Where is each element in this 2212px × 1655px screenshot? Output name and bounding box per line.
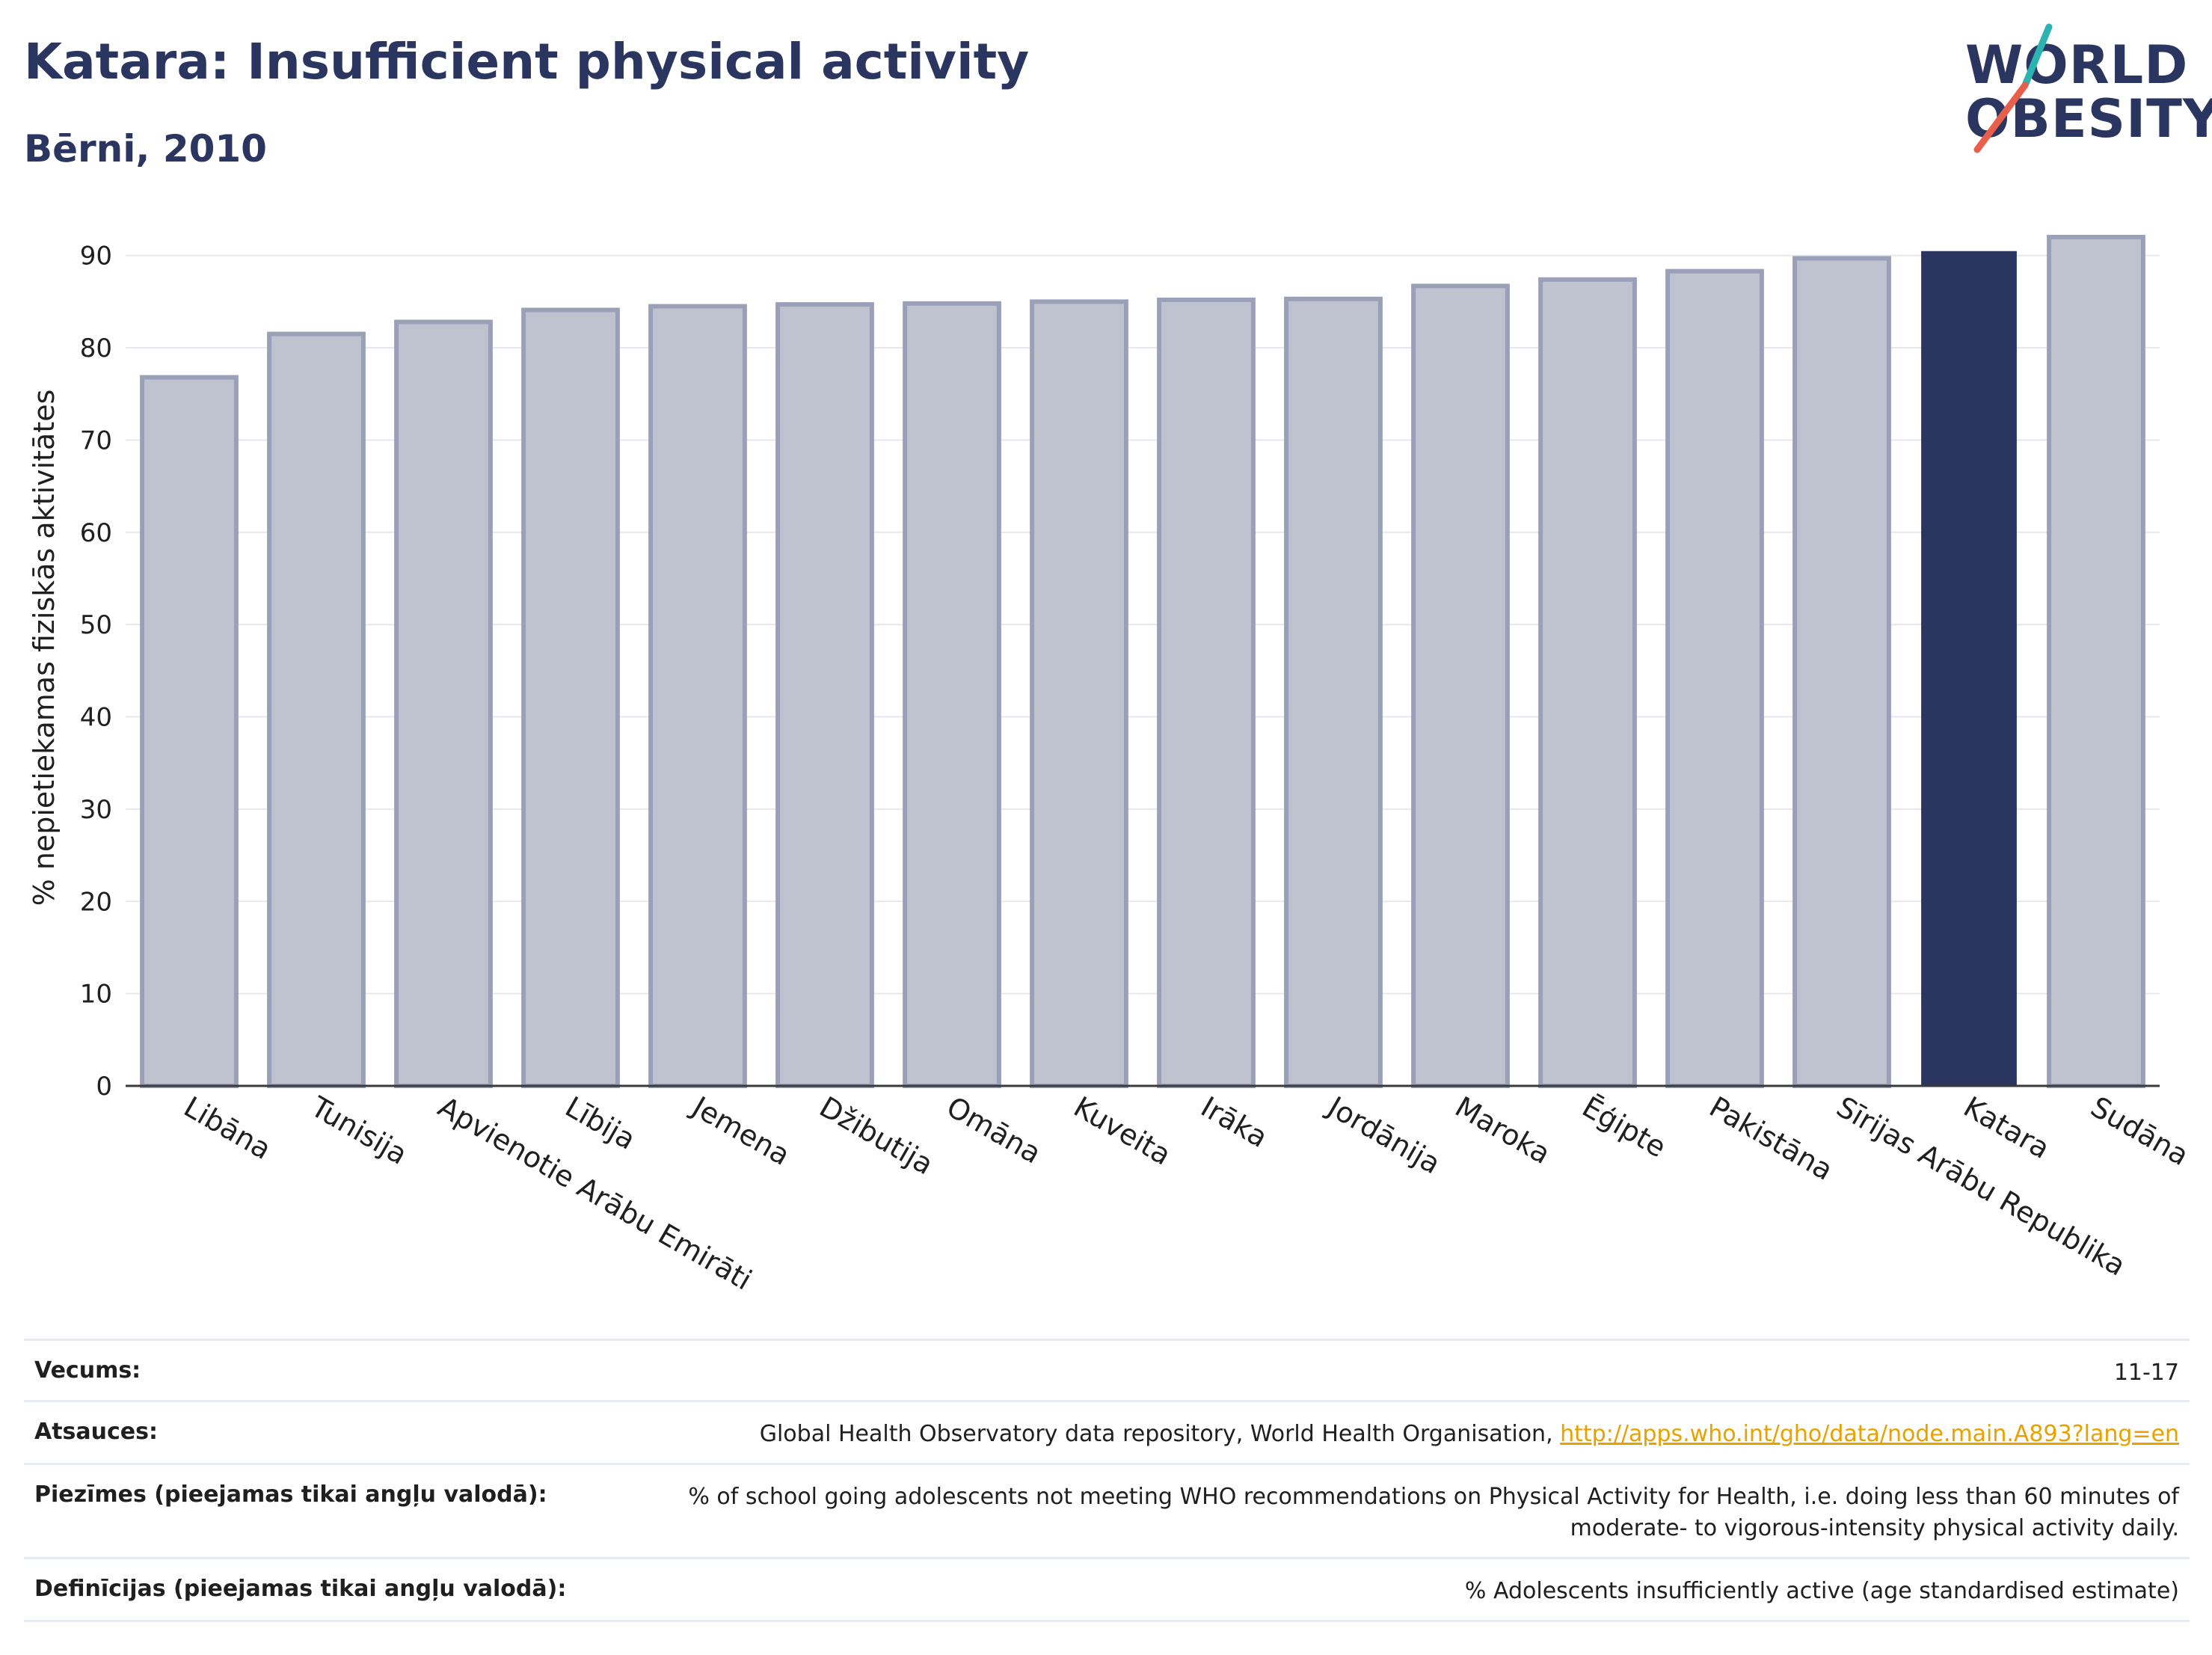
y-tick-label: 40 [80, 703, 112, 733]
age-label: Vecums: [34, 1357, 141, 1384]
notes-value: % of school going adolescents not meetin… [688, 1481, 2179, 1544]
meta-row-notes: Piezīmes (pieejamas tikai angļu valodā):… [24, 1465, 2190, 1559]
definitions-value: % Adolescents insufficiently active (age… [1464, 1578, 2179, 1604]
x-tick-label: Libāna [179, 1090, 277, 1166]
x-axis-ticks: Libāna Tunisija Apvienotie Arābu EmirātiLī… [179, 1090, 2195, 1297]
x-tick-label: Maroka [1450, 1090, 1556, 1170]
metadata-table: Vecums: 11-17 Atsauces: Global Health Ob… [24, 1339, 2190, 1622]
x-tick-label: Ēģipte [1577, 1090, 1672, 1164]
chart-bars [126, 235, 2160, 1089]
x-tick-label: Jemena [686, 1090, 796, 1172]
y-tick-label: 60 [80, 518, 112, 548]
bar-5 [775, 302, 874, 1089]
bar-15 [2047, 235, 2145, 1089]
x-tick-label: Tunisija [305, 1090, 413, 1171]
meta-row-sources: Atsauces: Global Health Observatory data… [24, 1402, 2190, 1465]
bar-7 [1030, 299, 1128, 1089]
y-tick-label: 10 [80, 980, 112, 1010]
meta-row-definitions: Definīcijas (pieejamas tikai angļu valod… [24, 1559, 2190, 1622]
y-tick-label: 80 [80, 334, 112, 363]
bar-11 [1538, 277, 1637, 1088]
notes-label: Piezīmes (pieejamas tikai angļu valodā): [34, 1481, 547, 1508]
definitions-label: Definīcijas (pieejamas tikai angļu valod… [34, 1576, 567, 1602]
bar-2 [394, 319, 493, 1089]
x-tick-label: Jordānija [1321, 1090, 1446, 1181]
page-subtitle: Bērni, 2010 [24, 127, 267, 171]
world-obesity-logo: WORLD OBESITY [1937, 22, 2212, 165]
bar-9 [1284, 296, 1383, 1089]
bar-6 [903, 301, 1001, 1088]
sources-label: Atsauces: [34, 1419, 158, 1445]
y-tick-label: 0 [96, 1072, 112, 1102]
y-tick-label: 20 [80, 887, 112, 917]
notes-line-2: moderate- to vigorous-intensity physical… [1570, 1515, 2179, 1541]
logo-slash-icon [1973, 23, 2053, 153]
bar-0 [140, 375, 239, 1089]
x-tick-label: Sudāna [2086, 1090, 2195, 1173]
y-tick-label: 90 [80, 242, 112, 271]
y-axis-ticks: 0 10 20 30 40 50 60 70 80 90 [80, 242, 112, 1102]
y-tick-label: 50 [80, 610, 112, 640]
bar-14 [1921, 251, 2017, 1087]
bar-4 [648, 304, 747, 1088]
x-tick-label: Džibutija [814, 1090, 939, 1182]
logo-line-2: OBESITY [1965, 88, 2212, 150]
bar-13 [1792, 256, 1891, 1089]
meta-row-age: Vecums: 11-17 [24, 1341, 2190, 1402]
sources-value: Global Health Observatory data repositor… [760, 1419, 2179, 1450]
x-tick-label: Katara [1958, 1090, 2056, 1165]
bar-10 [1411, 283, 1510, 1089]
y-tick-label: 70 [80, 426, 112, 455]
x-tick-label: Pakistāna [1704, 1090, 1839, 1187]
bar-12 [1665, 268, 1764, 1088]
x-tick-label: Omāna [941, 1090, 1047, 1170]
x-tick-label: Irāka [1196, 1090, 1274, 1154]
sources-text: Global Health Observatory data repositor… [759, 1421, 1561, 1447]
logo-line-1: WORLD [1965, 34, 2189, 96]
age-value: 11-17 [2113, 1360, 2179, 1386]
x-tick-label: Lībija [560, 1090, 642, 1156]
y-axis-label: % nepietiekamas fiziskās aktivitātes [28, 390, 61, 906]
bar-1 [267, 331, 366, 1088]
page-title: Katara: Insufficient physical activity [24, 33, 1030, 90]
notes-line-1: % of school going adolescents not meetin… [688, 1484, 2179, 1510]
y-tick-label: 30 [80, 795, 112, 825]
bar-8 [1157, 297, 1256, 1089]
sources-link[interactable]: http://apps.who.int/gho/data/node.main.A… [1560, 1421, 2179, 1447]
x-tick-label: Kuveita [1069, 1090, 1177, 1172]
bar-3 [521, 307, 620, 1089]
